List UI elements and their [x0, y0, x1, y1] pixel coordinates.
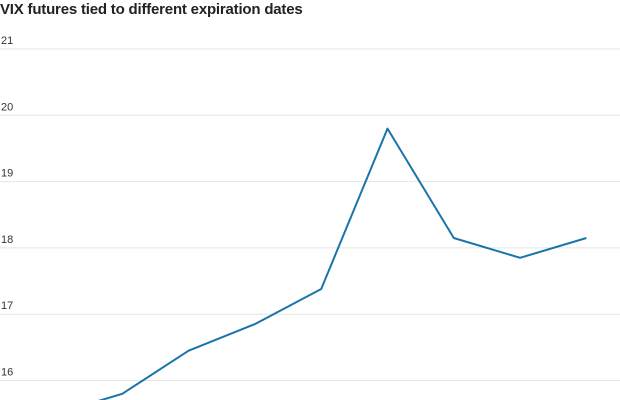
- y-tick-label: 19: [1, 168, 13, 180]
- y-tick-labels: 16 17 18 19 20 21: [1, 35, 13, 379]
- y-gridlines: [0, 48, 620, 381]
- series-group: [98, 127, 587, 400]
- chart-title: VIX futures tied to different expiration…: [0, 1, 303, 18]
- y-tick-label: 17: [1, 300, 13, 312]
- series-line-0: [98, 127, 587, 400]
- y-tick-label: 18: [1, 234, 13, 246]
- y-tick-label: 21: [1, 35, 13, 47]
- y-tick-label: 16: [1, 367, 13, 379]
- y-tick-label: 20: [1, 101, 13, 113]
